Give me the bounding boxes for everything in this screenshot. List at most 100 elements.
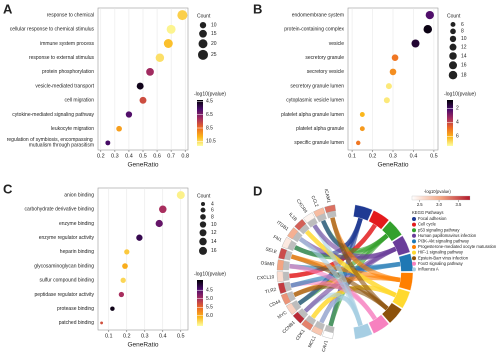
dot bbox=[389, 68, 397, 76]
colorbar-label: 5.5 bbox=[206, 305, 213, 311]
gene-label: IL1B bbox=[288, 212, 298, 222]
pathway-legend-title: KEGG Pathways bbox=[412, 210, 443, 215]
gene-ring bbox=[278, 247, 288, 260]
x-tick-label: 0.5 bbox=[139, 153, 147, 159]
gene-ring bbox=[292, 311, 305, 324]
size-legend-dot bbox=[198, 39, 208, 49]
legend-swatch bbox=[412, 239, 416, 244]
x-tick-label: 0.7 bbox=[167, 153, 175, 159]
x-tick-label: 0.2 bbox=[369, 153, 377, 159]
pathway-segment bbox=[353, 323, 373, 340]
dot bbox=[100, 321, 104, 325]
gene-ring bbox=[285, 302, 297, 315]
size-legend-label: 4 bbox=[211, 201, 214, 207]
y-tick-label: cytokine-mediated signaling pathway bbox=[12, 112, 94, 118]
colorbar-label: 2.5 bbox=[417, 202, 423, 207]
gene-ring bbox=[277, 282, 287, 294]
x-tick-label: 0.2 bbox=[97, 153, 105, 159]
gene-label: MYC bbox=[276, 309, 288, 319]
legend-label: HIF-1 signaling pathway bbox=[418, 250, 464, 255]
pathway-segment bbox=[381, 302, 402, 324]
gene-segment bbox=[282, 271, 290, 282]
dot bbox=[177, 10, 188, 21]
dot bbox=[136, 82, 144, 90]
pathway-segment bbox=[353, 204, 373, 221]
y-tick-label: heparin binding bbox=[60, 249, 94, 255]
y-tick-label: leukocyte migration bbox=[51, 126, 94, 132]
y-tick-label: protein-containing complex bbox=[284, 27, 344, 33]
x-tick-label: 0.4 bbox=[159, 333, 167, 339]
size-legend-dot bbox=[199, 29, 207, 38]
y-tick-label: carbohydrate derivative binding bbox=[25, 207, 95, 213]
y-tick-label: response to chemical bbox=[47, 12, 94, 18]
color-legend-title: -log10(pvalue) bbox=[424, 189, 451, 194]
legend-swatch bbox=[412, 233, 416, 238]
size-legend-label: 16 bbox=[461, 63, 467, 69]
y-tick-label: response to external stimulus bbox=[29, 55, 95, 61]
y-tick-label: specific granule lumen bbox=[294, 140, 344, 146]
y-tick-label: glycosaminoglycan binding bbox=[34, 263, 94, 269]
pathway-segment bbox=[381, 220, 402, 242]
size-legend-title: Count bbox=[197, 193, 211, 199]
size-legend-dot bbox=[198, 49, 208, 60]
legend-label: p53 signaling pathway bbox=[418, 227, 460, 232]
colorbar-label: 6.0 bbox=[206, 313, 213, 319]
gene-ring bbox=[313, 207, 326, 218]
pathway-segment bbox=[398, 253, 414, 272]
gene-label: CXCR4 bbox=[296, 198, 309, 214]
size-legend-dot bbox=[201, 202, 205, 206]
y-tick-label: vesicle bbox=[329, 41, 345, 47]
legend-label: PI3K-Akt signaling pathway bbox=[418, 239, 470, 244]
dot bbox=[166, 24, 176, 34]
size-legend-label: 12 bbox=[211, 230, 217, 236]
y-tick-label: secretory granule bbox=[305, 55, 344, 61]
y-tick-label: cell migration bbox=[65, 98, 95, 104]
legend-swatch bbox=[412, 222, 416, 227]
gene-label: OSMR bbox=[260, 260, 275, 266]
colorbar-label: 5.0 bbox=[206, 296, 213, 302]
dot bbox=[385, 83, 392, 90]
colorbar-label: 6 bbox=[456, 134, 459, 140]
y-tick-label: protein phosphorylation bbox=[42, 69, 94, 75]
x-axis-label: GeneRatio bbox=[377, 162, 408, 169]
dot bbox=[423, 25, 433, 34]
legend-swatch bbox=[412, 217, 416, 221]
size-legend-label: 14 bbox=[211, 239, 217, 245]
colorbar-label: 8.5 bbox=[206, 125, 213, 131]
size-legend-label: 12 bbox=[461, 44, 467, 50]
gene-ring bbox=[324, 204, 336, 214]
gene-segment bbox=[282, 260, 291, 271]
colorbar bbox=[447, 100, 453, 146]
legend-label: Human papillomavirus infection bbox=[418, 233, 477, 238]
y-tick-label: secretory vesicle bbox=[307, 69, 344, 75]
x-tick-label: 0.5 bbox=[177, 333, 185, 339]
legend-swatch bbox=[412, 256, 416, 261]
dot bbox=[411, 39, 420, 48]
size-legend-dot bbox=[449, 52, 457, 60]
size-legend-label: 6 bbox=[461, 22, 464, 28]
size-legend-label: 20 bbox=[211, 41, 217, 47]
dot bbox=[155, 53, 165, 62]
colorbar bbox=[197, 280, 203, 326]
dot bbox=[176, 191, 185, 200]
panel-letter: C bbox=[3, 181, 13, 196]
dot bbox=[124, 249, 130, 255]
dot bbox=[383, 97, 390, 104]
dot bbox=[120, 277, 126, 283]
size-legend-dot bbox=[200, 207, 206, 213]
size-legend-title: Count bbox=[447, 13, 461, 19]
size-legend-dot bbox=[450, 28, 456, 35]
dot bbox=[116, 125, 122, 132]
y-tick-label: secretory granule lumen bbox=[290, 83, 344, 89]
size-legend-dot bbox=[199, 221, 207, 228]
size-legend-label: 16 bbox=[211, 248, 217, 254]
panel: C 0.1 0.2 0.3 0.4 0.5 GeneRatio anion binding ca… bbox=[3, 181, 226, 348]
pathway-segment bbox=[368, 210, 390, 230]
y-tick-label: platelet alpha granule bbox=[296, 126, 344, 132]
legend-label: Epstein-Barr virus infection bbox=[418, 255, 469, 260]
gene-label: CD44 bbox=[268, 299, 281, 309]
y-tick-label: enzyme binding bbox=[59, 221, 94, 227]
legend-swatch bbox=[412, 245, 416, 249]
gene-label: CXCL10 bbox=[257, 274, 275, 280]
